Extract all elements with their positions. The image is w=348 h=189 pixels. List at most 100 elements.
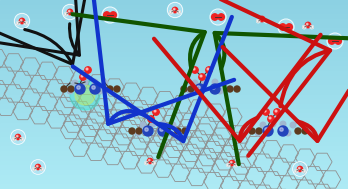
Bar — [0, 57, 348, 61]
Bar — [0, 156, 348, 161]
Circle shape — [110, 12, 116, 18]
Circle shape — [298, 166, 303, 172]
Circle shape — [192, 80, 198, 86]
Circle shape — [77, 86, 80, 89]
Bar — [0, 76, 348, 80]
Bar — [0, 52, 348, 57]
Circle shape — [192, 67, 198, 73]
Bar — [0, 33, 348, 38]
Circle shape — [285, 130, 291, 136]
Bar — [0, 132, 348, 137]
Circle shape — [149, 160, 150, 161]
Circle shape — [260, 17, 262, 19]
Circle shape — [13, 138, 16, 141]
Bar — [0, 80, 348, 85]
Circle shape — [31, 160, 45, 174]
Circle shape — [270, 121, 276, 127]
Circle shape — [35, 164, 41, 170]
Circle shape — [279, 24, 286, 30]
FancyArrowPatch shape — [223, 28, 348, 141]
Circle shape — [19, 18, 25, 24]
Circle shape — [218, 14, 224, 20]
Circle shape — [143, 126, 153, 136]
Circle shape — [177, 11, 180, 14]
Circle shape — [199, 74, 205, 80]
Bar — [0, 109, 348, 113]
Circle shape — [210, 9, 226, 25]
Circle shape — [150, 121, 156, 127]
Bar — [0, 66, 348, 71]
Circle shape — [11, 130, 25, 144]
Circle shape — [249, 128, 255, 134]
Circle shape — [227, 163, 230, 167]
Bar — [0, 113, 348, 118]
FancyArrowPatch shape — [0, 0, 92, 64]
Bar — [0, 118, 348, 123]
Bar — [0, 71, 348, 76]
Circle shape — [172, 7, 178, 13]
Circle shape — [86, 68, 88, 70]
Bar — [0, 99, 348, 104]
Circle shape — [37, 165, 38, 167]
Circle shape — [280, 121, 286, 127]
Circle shape — [15, 134, 21, 140]
FancyArrowPatch shape — [72, 14, 205, 157]
Circle shape — [62, 4, 78, 20]
Circle shape — [197, 86, 200, 89]
Circle shape — [263, 126, 273, 136]
Circle shape — [306, 23, 308, 25]
Circle shape — [17, 22, 20, 25]
Circle shape — [81, 75, 83, 77]
Circle shape — [154, 110, 156, 112]
Circle shape — [85, 67, 91, 73]
Circle shape — [102, 80, 108, 86]
Circle shape — [212, 86, 215, 89]
Circle shape — [260, 122, 266, 128]
Bar — [0, 28, 348, 33]
Circle shape — [335, 38, 341, 44]
Circle shape — [327, 33, 343, 49]
Circle shape — [152, 162, 155, 165]
FancyArrowPatch shape — [73, 17, 232, 141]
Circle shape — [256, 20, 260, 23]
Bar — [0, 180, 348, 184]
Circle shape — [274, 109, 280, 115]
Bar — [0, 170, 348, 175]
FancyArrowPatch shape — [0, 0, 79, 55]
Circle shape — [202, 79, 208, 85]
Circle shape — [212, 79, 218, 85]
Circle shape — [140, 122, 146, 128]
Circle shape — [24, 22, 27, 25]
Circle shape — [160, 128, 163, 131]
Circle shape — [275, 110, 277, 112]
Circle shape — [269, 117, 271, 119]
Circle shape — [82, 79, 88, 85]
Circle shape — [135, 130, 141, 136]
Circle shape — [268, 116, 274, 122]
Circle shape — [80, 74, 86, 80]
Circle shape — [20, 138, 23, 141]
Circle shape — [175, 128, 181, 134]
Circle shape — [302, 128, 308, 134]
Bar — [0, 165, 348, 170]
Circle shape — [165, 130, 171, 136]
Circle shape — [229, 160, 235, 166]
Circle shape — [181, 86, 187, 92]
Circle shape — [264, 110, 266, 112]
Circle shape — [295, 170, 298, 173]
Circle shape — [188, 86, 194, 92]
Bar — [0, 161, 348, 165]
Circle shape — [263, 109, 269, 115]
Bar — [0, 61, 348, 66]
Circle shape — [182, 128, 188, 134]
Circle shape — [160, 121, 166, 127]
Circle shape — [148, 116, 154, 122]
Circle shape — [136, 128, 142, 134]
Circle shape — [234, 86, 240, 92]
Circle shape — [92, 79, 98, 85]
Bar — [0, 47, 348, 52]
Circle shape — [187, 88, 193, 94]
Circle shape — [145, 128, 148, 131]
Bar — [0, 19, 348, 24]
Circle shape — [75, 85, 95, 105]
